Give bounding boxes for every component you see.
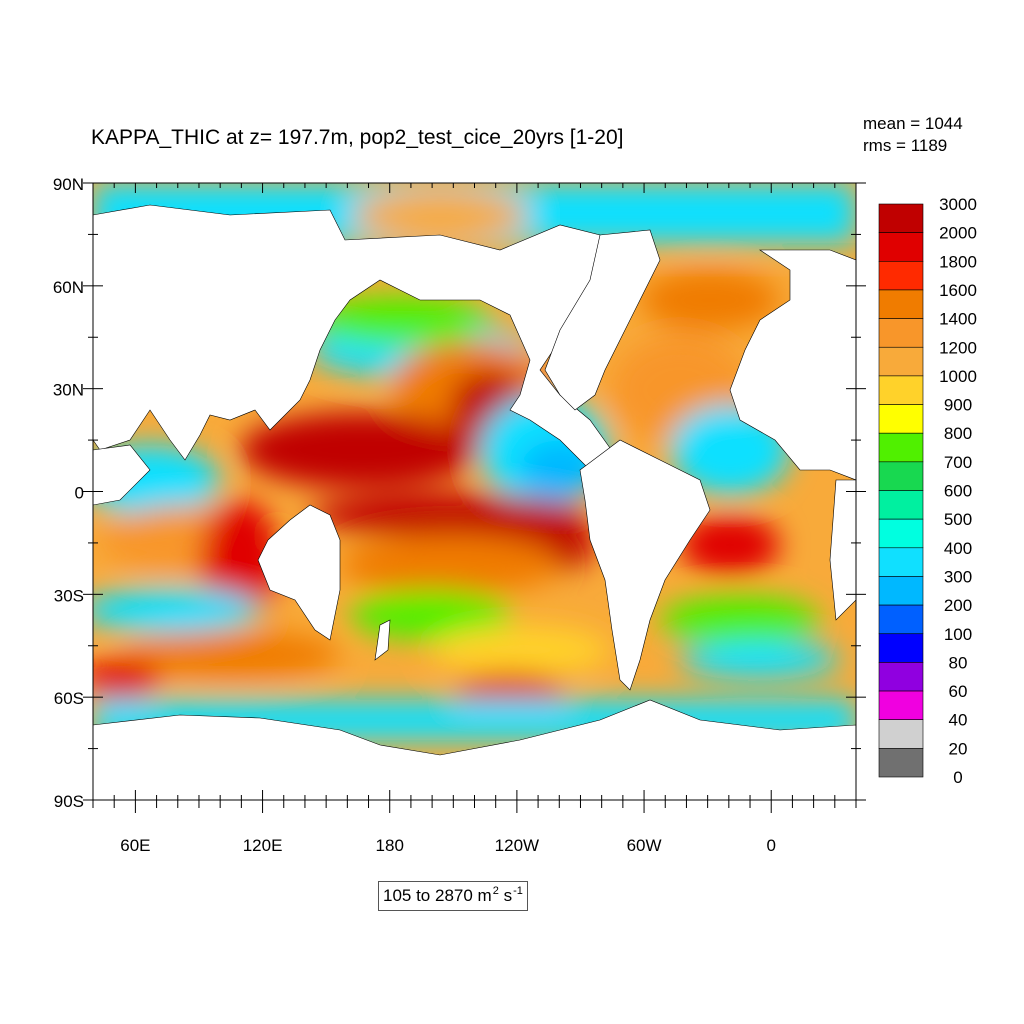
- colorbar-swatch: [878, 633, 924, 663]
- latitude-labels: 90N 60N 30N 0 30S 60S 90S: [53, 175, 84, 811]
- colorbar-swatch: [878, 576, 924, 606]
- unit-base: m: [477, 886, 492, 905]
- plot-title: KAPPA_THIC at z= 197.7m, pop2_test_cice_…: [91, 126, 624, 149]
- unit-mid: s: [498, 886, 513, 905]
- colorbar-swatch: [878, 318, 924, 348]
- lat-label: 60S: [54, 689, 84, 708]
- land-new-zealand: [374, 619, 391, 661]
- colorbar-swatch: [878, 432, 924, 463]
- colorbar-swatch: [878, 748, 924, 778]
- range-label-box: 105 to 2870 m2 s-1: [378, 881, 528, 911]
- colorbar-label: 1400: [939, 310, 977, 329]
- colorbar-label: 20: [949, 739, 968, 758]
- colorbar-label: 300: [944, 567, 972, 586]
- lon-label: 60E: [120, 836, 150, 855]
- colorbar-label: 100: [944, 625, 972, 644]
- lon-label: 120W: [495, 836, 539, 855]
- axis-ticks: [83, 182, 866, 813]
- colorbar-swatch: [878, 461, 924, 491]
- colorbar: [878, 203, 924, 778]
- lat-label: 0: [75, 484, 84, 503]
- colorbar-swatch: [878, 404, 924, 434]
- colorbar-label: 400: [944, 539, 972, 558]
- lat-label: 60N: [53, 278, 84, 297]
- land-europe-africa: [729, 249, 856, 481]
- colorbar-swatch: [878, 604, 924, 635]
- colorbar-swatch: [878, 375, 924, 405]
- colorbar-label: 600: [944, 482, 972, 501]
- colorbar-swatch: [878, 518, 924, 549]
- colorbar-swatch: [878, 690, 924, 720]
- colorbar-label: 1200: [939, 338, 977, 357]
- land-africa: [93, 444, 151, 506]
- colorbar-label: 0: [953, 768, 962, 787]
- colorbar-swatch: [878, 260, 924, 291]
- colorbar-label: 700: [944, 453, 972, 472]
- land-masses: [93, 204, 856, 800]
- colorbar-swatch: [878, 547, 924, 577]
- unit-exp-2: -1: [513, 885, 523, 897]
- colorbar-label: 80: [949, 653, 968, 672]
- rms-value: rms = 1189: [863, 136, 948, 155]
- land-eurasia: [93, 204, 616, 471]
- colorbar-label: 500: [944, 510, 972, 529]
- land-antarctica: [93, 699, 856, 800]
- colorbar-label: 40: [949, 711, 968, 730]
- colorbar-swatch: [878, 289, 924, 319]
- colorbar-swatch: [878, 346, 924, 377]
- lon-label: 0: [766, 836, 775, 855]
- land-southern-africa: [829, 479, 856, 621]
- colorbar-swatch: [878, 662, 924, 692]
- colorbar-label: 900: [944, 396, 972, 415]
- lat-label: 30S: [54, 586, 84, 605]
- lon-label: 120E: [243, 836, 283, 855]
- colorbar-label: 800: [944, 424, 972, 443]
- lon-label: 60W: [627, 836, 662, 855]
- colorbar-label: 1600: [939, 281, 977, 300]
- colorbar-label: 3000: [939, 195, 977, 214]
- unit-exp-1: 2: [492, 885, 499, 897]
- longitude-labels: 60E 120E 180 120W 60W 0: [120, 836, 776, 855]
- colorbar-label: 2000: [939, 224, 977, 243]
- colorbar-label: 1800: [939, 252, 977, 271]
- lon-label: 180: [376, 836, 404, 855]
- colorbar-labels: 3000200018001600140012001000900800700600…: [939, 195, 977, 787]
- range-text: 105 to 2870: [383, 886, 473, 905]
- colorbar-label: 1000: [939, 367, 977, 386]
- colorbar-swatch: [878, 232, 924, 262]
- colorbar-swatch: [878, 490, 924, 520]
- lat-label: 30N: [53, 381, 84, 400]
- land-north-america: [544, 229, 661, 411]
- lat-label: 90N: [53, 175, 84, 194]
- colorbar-swatch: [878, 719, 924, 749]
- colorbar-swatch: [878, 203, 924, 233]
- colorbar-label: 200: [944, 596, 972, 615]
- colorbar-label: 60: [949, 682, 968, 701]
- lat-label: 90S: [54, 792, 84, 811]
- land-south-america: [579, 439, 711, 691]
- mean-value: mean = 1044: [863, 114, 963, 133]
- land-australia: [257, 504, 341, 641]
- stats-block: mean = 1044 rms = 1189: [863, 113, 963, 157]
